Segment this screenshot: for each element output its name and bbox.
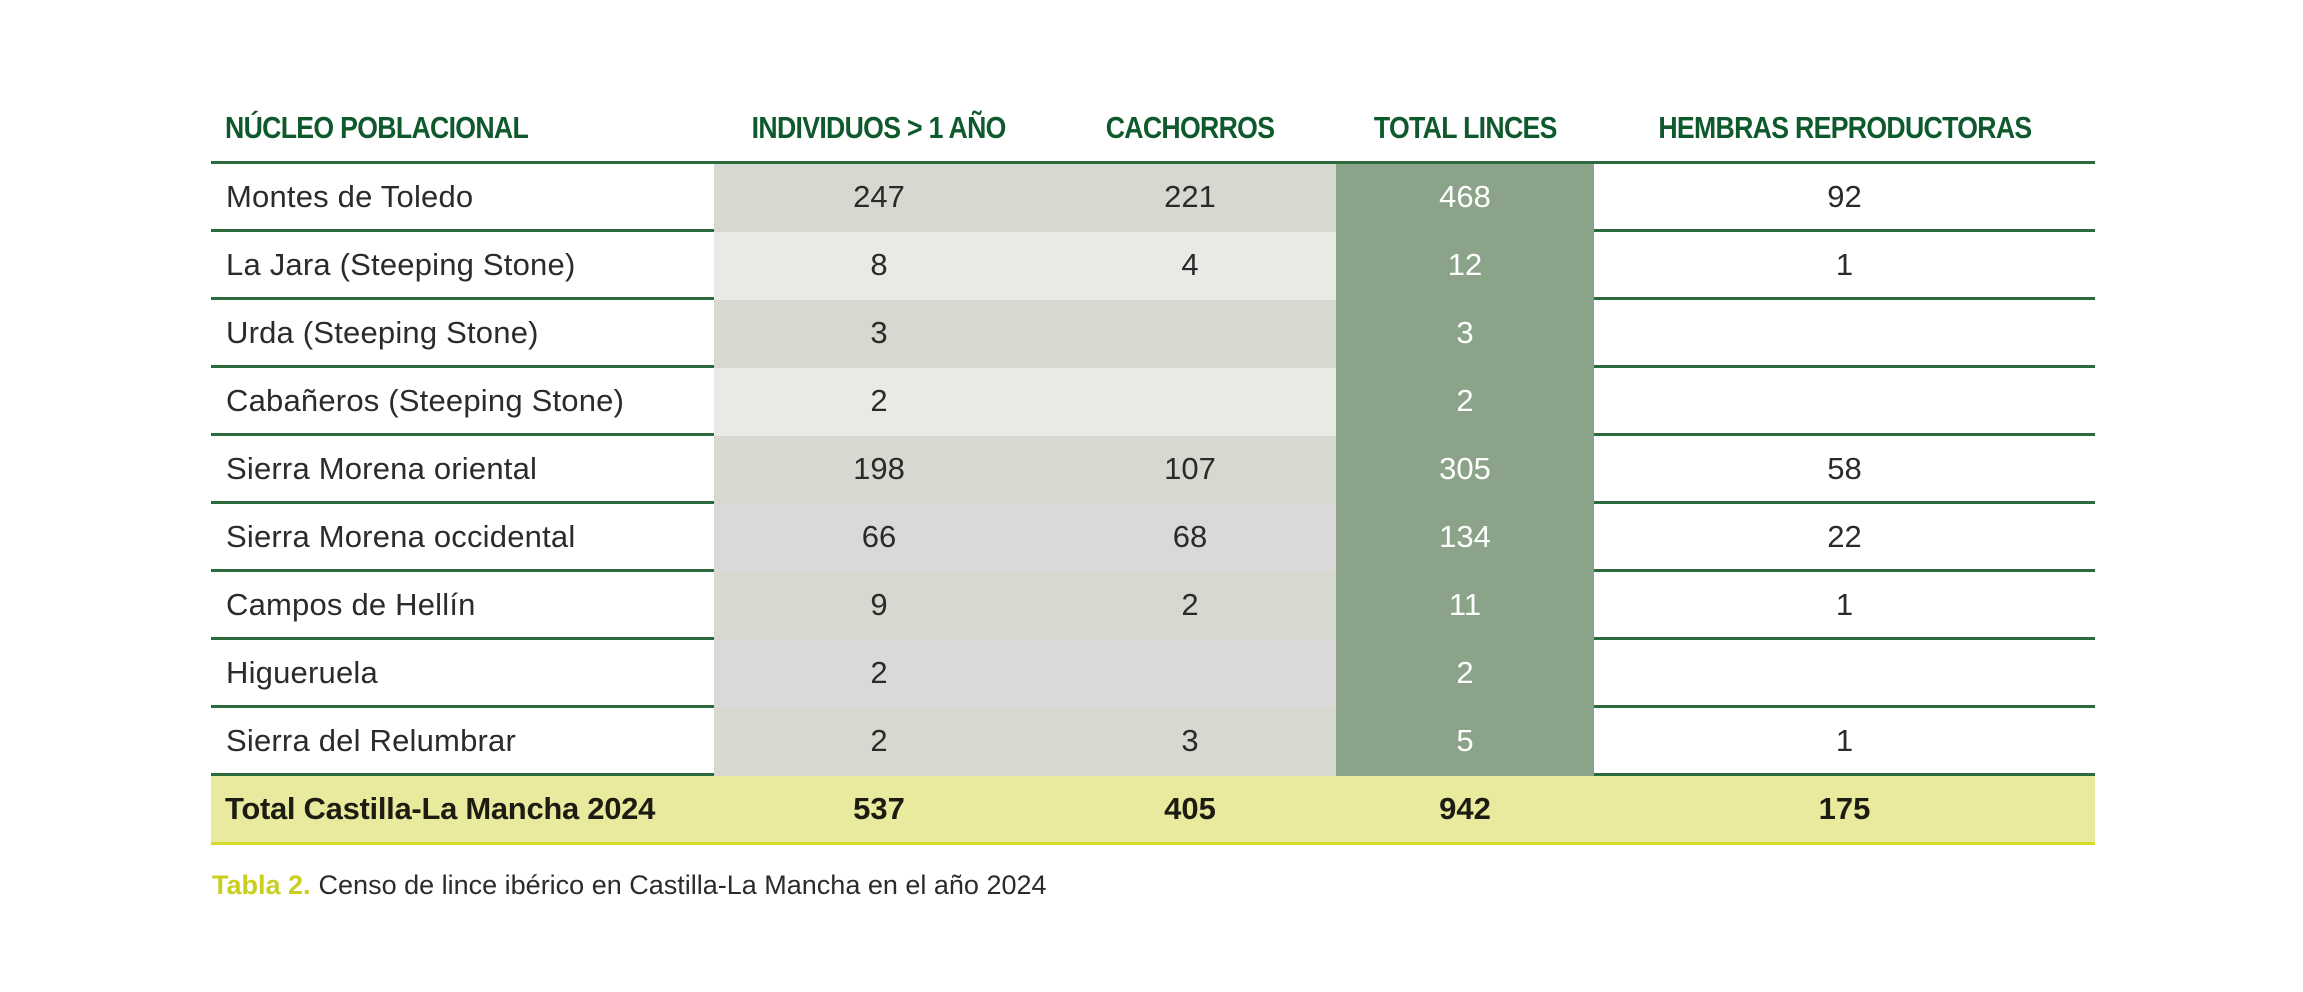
cell-hembras: 1	[1594, 570, 2095, 640]
cell-total: 5	[1336, 706, 1594, 776]
cell-cachorros: 2	[1044, 570, 1336, 640]
total-individuos: 537	[714, 774, 1044, 845]
header-cachorros-text: CACHORROS	[1105, 110, 1275, 145]
total-cachorros: 405	[1044, 774, 1336, 845]
cell-cachorros: 4	[1044, 230, 1336, 300]
cell-cachorros	[1044, 298, 1336, 368]
cell-nucleo: Sierra Morena oriental	[211, 434, 714, 504]
cell-total: 305	[1336, 434, 1594, 504]
table-row: Cabañeros (Steeping Stone) 2 2	[211, 366, 2095, 436]
cell-nucleo: Higueruela	[211, 638, 714, 708]
header-hembras: HEMBRAS REPRODUCTORAS	[1594, 95, 2095, 164]
table-row: La Jara (Steeping Stone) 8 4 12 1	[211, 230, 2095, 300]
cell-cachorros	[1044, 638, 1336, 708]
cell-cachorros: 107	[1044, 434, 1336, 504]
cell-hembras	[1594, 298, 2095, 368]
table-footer: Total Castilla-La Mancha 2024 537 405 94…	[211, 774, 2095, 845]
cell-individuos: 9	[714, 570, 1044, 640]
table-row: Sierra Morena occidental 66 68 134 22	[211, 502, 2095, 572]
cell-total: 134	[1336, 502, 1594, 572]
cell-total: 11	[1336, 570, 1594, 640]
cell-total: 12	[1336, 230, 1594, 300]
cell-individuos: 2	[714, 366, 1044, 436]
lynx-census-table: NÚCLEO POBLACIONAL INDIVIDUOS > 1 AÑO CA…	[211, 95, 2095, 845]
total-hembras: 175	[1594, 774, 2095, 845]
cell-hembras: 92	[1594, 162, 2095, 232]
header-individuos-text: INDIVIDUOS > 1 AÑO	[751, 110, 1007, 145]
header-total-text: TOTAL LINCES	[1373, 110, 1558, 145]
table-row: Campos de Hellín 9 2 11 1	[211, 570, 2095, 640]
table-row: Higueruela 2 2	[211, 638, 2095, 708]
cell-nucleo: La Jara (Steeping Stone)	[211, 230, 714, 300]
caption-label: Tabla 2.	[212, 870, 311, 900]
total-linces: 942	[1336, 774, 1594, 845]
table-row: Sierra del Relumbrar 2 3 5 1	[211, 706, 2095, 776]
table-row: Montes de Toledo 247 221 468 92	[211, 162, 2095, 232]
table-body: Montes de Toledo 247 221 468 92 La Jara …	[211, 162, 2095, 776]
header-hembras-text: HEMBRAS REPRODUCTORAS	[1657, 110, 2032, 145]
cell-nucleo: Montes de Toledo	[211, 162, 714, 232]
header-cachorros: CACHORROS	[1044, 95, 1336, 164]
cell-hembras	[1594, 638, 2095, 708]
cell-nucleo: Campos de Hellín	[211, 570, 714, 640]
cell-hembras: 22	[1594, 502, 2095, 572]
table-header: NÚCLEO POBLACIONAL INDIVIDUOS > 1 AÑO CA…	[211, 95, 2095, 164]
header-row: NÚCLEO POBLACIONAL INDIVIDUOS > 1 AÑO CA…	[211, 95, 2095, 164]
cell-nucleo: Cabañeros (Steeping Stone)	[211, 366, 714, 436]
cell-hembras: 1	[1594, 706, 2095, 776]
header-nucleo: NÚCLEO POBLACIONAL	[211, 95, 714, 164]
table-row: Urda (Steeping Stone) 3 3	[211, 298, 2095, 368]
total-row-label: Total Castilla-La Mancha 2024	[211, 774, 714, 845]
header-total: TOTAL LINCES	[1336, 95, 1594, 164]
cell-total: 3	[1336, 298, 1594, 368]
cell-cachorros: 68	[1044, 502, 1336, 572]
cell-cachorros: 3	[1044, 706, 1336, 776]
cell-individuos: 3	[714, 298, 1044, 368]
cell-cachorros	[1044, 366, 1336, 436]
cell-individuos: 198	[714, 434, 1044, 504]
cell-individuos: 2	[714, 638, 1044, 708]
table-row: Sierra Morena oriental 198 107 305 58	[211, 434, 2095, 504]
table-caption: Tabla 2. Censo de lince ibérico en Castil…	[212, 870, 1047, 901]
cell-individuos: 66	[714, 502, 1044, 572]
cell-cachorros: 221	[1044, 162, 1336, 232]
cell-individuos: 2	[714, 706, 1044, 776]
header-nucleo-text: NÚCLEO POBLACIONAL	[225, 110, 529, 145]
cell-total: 468	[1336, 162, 1594, 232]
header-individuos: INDIVIDUOS > 1 AÑO	[714, 95, 1044, 164]
cell-hembras: 58	[1594, 434, 2095, 504]
cell-total: 2	[1336, 366, 1594, 436]
cell-nucleo: Sierra del Relumbrar	[211, 706, 714, 776]
cell-total: 2	[1336, 638, 1594, 708]
cell-hembras	[1594, 366, 2095, 436]
cell-nucleo: Urda (Steeping Stone)	[211, 298, 714, 368]
cell-nucleo: Sierra Morena occidental	[211, 502, 714, 572]
total-row: Total Castilla-La Mancha 2024 537 405 94…	[211, 774, 2095, 845]
lynx-census-table-container: NÚCLEO POBLACIONAL INDIVIDUOS > 1 AÑO CA…	[211, 95, 2095, 845]
cell-hembras: 1	[1594, 230, 2095, 300]
caption-text: Censo de lince ibérico en Castilla-La Ma…	[318, 870, 1047, 900]
cell-individuos: 247	[714, 162, 1044, 232]
cell-individuos: 8	[714, 230, 1044, 300]
